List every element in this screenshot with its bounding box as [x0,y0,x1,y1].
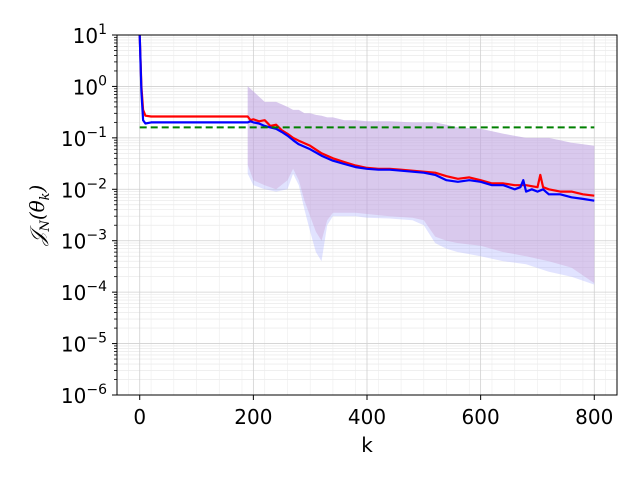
y-tick-label: 10−1 [61,125,107,151]
x-tick-label: 200 [234,405,272,429]
y-tick-label: 10−5 [61,331,107,357]
series-line-1 [138,34,595,197]
y-tick-label: 10−4 [61,279,107,305]
y-tick-label: 10−3 [61,228,107,254]
y-axis-label-close: ) [25,185,49,194]
x-axis-ticks: 0 200 400 600 800 [133,395,613,429]
y-axis-label-sub: N [38,220,53,233]
x-tick-label: 800 [575,405,613,429]
band-1 [247,86,595,285]
series-lines [138,34,595,202]
y-tick-label: 10−6 [61,382,107,408]
x-tick-label: 0 [133,405,146,429]
band-2 [247,86,595,284]
y-tick-label: 100 [73,73,107,99]
y-tick-label: 101 [73,22,107,48]
x-axis-label: k [361,433,373,457]
y-axis-label-arg: (θ [25,200,49,220]
series-line-2 [138,34,595,202]
x-tick-label: 400 [348,405,386,429]
y-axis-ticks: 10−6 10−5 10−4 10−3 10−2 10−1 100 101 [61,22,117,408]
confidence-bands [247,86,595,285]
y-tick-label: 10−2 [61,176,107,202]
y-axis-label-argsub: k [38,192,53,200]
grid [117,34,617,396]
x-tick-label: 600 [462,405,500,429]
